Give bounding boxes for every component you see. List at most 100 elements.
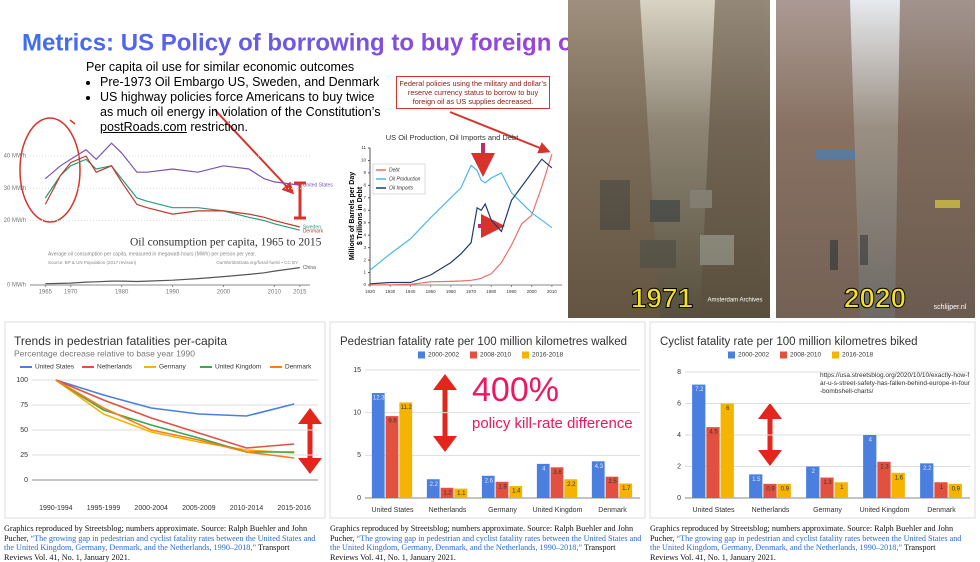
x-tick-label: 1970	[466, 289, 477, 294]
x-tick-label: 1990	[166, 290, 180, 296]
x-tick-label: 1950	[426, 289, 437, 294]
x-tick-label: 1930	[385, 289, 396, 294]
bar-value-label: 2.2	[923, 466, 932, 472]
big-number: 400%	[472, 371, 559, 409]
bar-value-label: 2	[812, 469, 816, 475]
y-tick-label: 11	[361, 145, 366, 150]
y-tick-label: 9	[363, 170, 366, 175]
bar	[763, 483, 777, 498]
x-tick-label: 1990	[506, 289, 517, 294]
y-tick-label: 100	[16, 377, 28, 384]
bar	[948, 483, 962, 498]
x-tick-label: Netherlands	[429, 507, 467, 514]
x-tick-label: 2000-2004	[134, 505, 168, 512]
callout: Federal policies using the military and …	[396, 76, 550, 109]
bar-value-label: 0.9	[766, 486, 775, 492]
series-label: Denmark	[303, 228, 324, 234]
caption-text: Transport Reviews Vol. 41, No. 1, Januar…	[330, 543, 616, 562]
y-tick-label: 75	[20, 402, 28, 409]
x-tick-label: United States	[692, 507, 735, 514]
y-axis-label: $ Trillions in Debt	[357, 186, 364, 245]
bar	[536, 463, 550, 498]
bullet: Pre-1973 Oil Embargo US, Sweden, and Den…	[100, 75, 386, 90]
caption: Graphics reproduced by Streetsblog; numb…	[4, 524, 319, 562]
bar	[440, 487, 454, 498]
y-axis-label: Millions of Barrels per Day	[349, 172, 356, 260]
bar	[550, 467, 564, 498]
chart-subtitle: Average oil consumption per capita, meas…	[48, 251, 256, 257]
chart-source: Source: BP & UN Population (2017 revisio…	[48, 260, 137, 265]
big-number-text: policy kill-rate difference	[472, 415, 633, 432]
x-tick-label: Netherlands	[752, 507, 790, 514]
y-tick-label: 0 MWh	[7, 283, 26, 289]
series-line	[44, 142, 300, 186]
legend-label: 2016-2018	[842, 352, 873, 359]
y-tick-label: 0	[363, 282, 366, 287]
y-tick-label: 0	[357, 495, 361, 502]
bar	[706, 427, 720, 498]
photo-credit: Amsterdam Archives	[707, 298, 762, 304]
bullet: US highway policies force Americans to b…	[100, 90, 386, 135]
legend-swatch	[728, 351, 735, 359]
bar	[720, 403, 734, 498]
legend-label: 2008-2010	[790, 352, 821, 359]
x-tick-label: 1980	[486, 289, 497, 294]
bar-value-label: 4.5	[709, 430, 718, 436]
series-label: Sweden	[303, 225, 321, 231]
bar	[385, 416, 399, 498]
caption: Graphics reproduced by Streetsblog; numb…	[650, 524, 965, 562]
intro: Per capita oil use for similar economic …	[86, 60, 355, 74]
legend-label: 2000-2002	[738, 352, 769, 359]
caption-link: “The growing gap in pedestrian and cycli…	[4, 533, 316, 553]
series-line	[44, 155, 300, 228]
slide-title: Metrics: US Policy of borrowing to buy f…	[22, 29, 586, 56]
bar	[426, 479, 440, 498]
caption-text: Transport Reviews Vol. 41, No. 1, Januar…	[4, 543, 290, 562]
bar-value-label: 11.2	[401, 405, 413, 411]
bar-value-label: 1.3	[823, 480, 832, 486]
chart-title: Pedestrian fatality rate per 100 million…	[340, 336, 627, 348]
bar	[806, 466, 820, 498]
y-tick-label: 0	[24, 477, 28, 484]
x-tick-label: 1965	[39, 290, 53, 296]
y-tick-label: 2	[363, 257, 366, 262]
bar	[371, 393, 385, 498]
y-tick-label: 30 MWh	[4, 186, 26, 192]
y-tick-label: 40 MWh	[4, 154, 26, 160]
arrow	[69, 119, 76, 125]
annotation: https://usa.streetsblog.org/2020/10/10/e…	[820, 372, 970, 395]
y-tick-label: 10	[361, 158, 367, 163]
x-tick-label: 1940	[405, 289, 416, 294]
y-tick-label: 6	[363, 207, 366, 212]
legend-swatch	[780, 351, 787, 359]
bar	[777, 483, 791, 498]
bar-value-label: 7.2	[695, 387, 704, 393]
arrow	[214, 109, 295, 195]
series-line	[55, 379, 295, 454]
x-tick-label: 2015-2016	[277, 505, 311, 512]
bar	[749, 474, 763, 498]
bar-value-label: 1.9	[498, 484, 507, 490]
bar-value-label: 2.2	[430, 482, 439, 488]
bar-value-label: 4	[869, 438, 873, 444]
chart-title: Oil consumption per capita, 1965 to 2015	[130, 237, 322, 249]
legend-label: Denmark	[285, 364, 312, 371]
photo-2020-detail	[776, 0, 975, 318]
x-tick-label: Germany	[813, 507, 842, 514]
caption: Graphics reproduced by Streetsblog; numb…	[330, 524, 645, 562]
y-tick-label: 20 MWh	[4, 218, 26, 224]
y-tick-label: 3	[363, 245, 366, 250]
x-tick-label: United States	[371, 507, 414, 514]
y-tick-label: 10	[353, 410, 361, 417]
bar	[564, 479, 578, 498]
bar	[399, 402, 413, 498]
y-tick-label: 50	[20, 427, 28, 434]
arrow	[449, 111, 551, 154]
series-line	[45, 267, 300, 285]
y-tick-label: 5	[363, 220, 366, 225]
series-line	[370, 154, 553, 286]
legend-label: Oil Imports	[389, 185, 414, 191]
bullets: Per capita oil use for similar economic …	[86, 60, 386, 135]
bar	[920, 463, 934, 498]
